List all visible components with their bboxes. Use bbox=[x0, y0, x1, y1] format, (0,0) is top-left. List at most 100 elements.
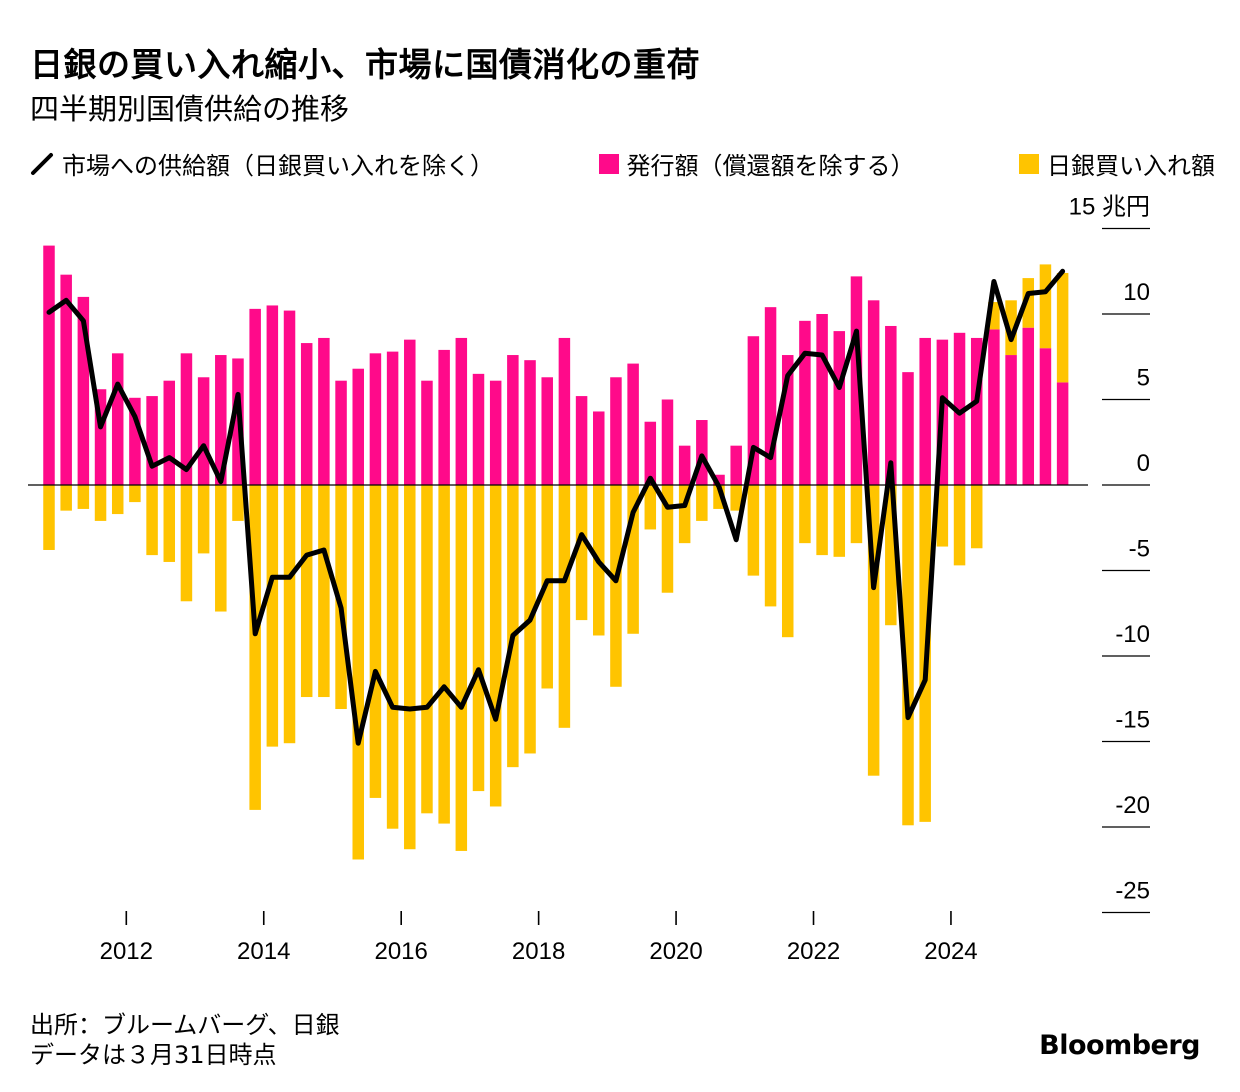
boj-bar bbox=[1056, 272, 1069, 383]
x-tick-label: 2012 bbox=[100, 938, 153, 965]
issuance-bar bbox=[885, 325, 897, 485]
issuance-bar bbox=[472, 373, 485, 485]
boj-bar bbox=[300, 485, 313, 698]
issuance-bar bbox=[111, 353, 124, 485]
y-tick-label: -20 bbox=[1115, 792, 1150, 819]
y-unit-label: 15 兆円 bbox=[1069, 194, 1150, 221]
line-icon bbox=[31, 152, 53, 175]
issuance-bar bbox=[249, 308, 261, 485]
issuance-bar bbox=[335, 380, 347, 485]
boj-bar bbox=[129, 485, 141, 503]
boj-bar bbox=[94, 485, 107, 521]
chart-area: 15 兆円 10 5 0 -5 -10 -15 -20 -25 2012 2014 2016 2018… bbox=[28, 194, 1150, 965]
boj-bar bbox=[60, 485, 72, 511]
boj-bar bbox=[77, 485, 90, 509]
issuance-bar bbox=[1056, 382, 1069, 485]
y-tick-label: 10 bbox=[1123, 279, 1150, 306]
boj-bar bbox=[610, 485, 622, 687]
issuance-bar bbox=[43, 245, 55, 485]
y-tick-label: -10 bbox=[1115, 621, 1150, 648]
issuance-bar bbox=[266, 305, 279, 485]
boj-bar bbox=[575, 485, 588, 621]
issuance-bar bbox=[816, 314, 828, 485]
boj-bar bbox=[678, 485, 691, 544]
boj-bar bbox=[902, 485, 914, 826]
boj-bar bbox=[747, 485, 760, 576]
y-axis: 15 兆円 10 5 0 -5 -10 -15 -20 -25 bbox=[1069, 194, 1150, 914]
issuance-bar bbox=[163, 380, 176, 485]
boj-bar bbox=[730, 485, 742, 511]
issuance-bar bbox=[524, 360, 536, 485]
legend: 市場への供給額（日銀買い入れを除く） 発行額（償還額を除する） 日銀買い入れ額 bbox=[30, 146, 1215, 181]
issuance-bar bbox=[318, 337, 330, 485]
boj-bar bbox=[352, 485, 364, 860]
source-line-1: 出所：ブルームバーグ、日銀 bbox=[30, 1011, 340, 1039]
issuance-bar bbox=[386, 351, 399, 485]
x-tick-label: 2018 bbox=[512, 938, 565, 965]
issuance-bar bbox=[610, 377, 622, 485]
issuance-bar bbox=[593, 411, 605, 485]
issuance-bar bbox=[180, 353, 193, 485]
issuance-bar bbox=[215, 355, 227, 485]
issuance-bar bbox=[627, 363, 639, 485]
issuance-bar bbox=[94, 389, 107, 485]
x-tick-label: 2022 bbox=[787, 938, 840, 965]
issuance-bar bbox=[764, 307, 777, 485]
issuance-bar bbox=[953, 332, 966, 485]
boj-bar bbox=[661, 485, 674, 593]
boj-bar bbox=[1022, 278, 1035, 328]
issuance-bar bbox=[1005, 355, 1017, 485]
boj-bar bbox=[885, 485, 897, 626]
y-tick-label: 5 bbox=[1137, 365, 1150, 392]
issuance-bar bbox=[489, 380, 502, 485]
boj-bar bbox=[421, 485, 433, 814]
issuance-bar bbox=[970, 337, 983, 485]
supply-series-line bbox=[46, 268, 1066, 746]
legend-item-supply: 市場への供給額（日銀買い入れを除く） bbox=[30, 146, 494, 181]
issuance-bar bbox=[283, 310, 296, 485]
issuance-bar bbox=[352, 368, 364, 485]
issuance-bar bbox=[60, 274, 72, 485]
issuance-bar bbox=[404, 339, 416, 485]
boj-bar bbox=[970, 485, 983, 549]
swatch-boj-icon bbox=[1019, 153, 1039, 174]
boj-bar bbox=[936, 485, 949, 547]
issuance-bar bbox=[919, 337, 931, 485]
boj-bar bbox=[713, 485, 725, 509]
issuance-bar bbox=[678, 445, 691, 485]
boj-bar bbox=[404, 485, 416, 850]
boj-bar bbox=[197, 485, 210, 554]
issuance-bar bbox=[438, 349, 450, 485]
boj-bar bbox=[489, 485, 502, 807]
y-tick-label: -25 bbox=[1115, 878, 1150, 905]
y-tick-label: -5 bbox=[1129, 536, 1150, 563]
issuance-bar bbox=[713, 474, 725, 485]
boj-bar bbox=[696, 485, 708, 521]
x-tick-label: 2024 bbox=[924, 938, 977, 965]
legend-item-issuance: 発行額（償還額を除する） bbox=[598, 146, 915, 181]
swatch-issuance-icon bbox=[598, 153, 619, 174]
boj-bar bbox=[43, 485, 55, 550]
boj-bar bbox=[369, 485, 382, 798]
y-tick-label: -15 bbox=[1115, 707, 1150, 734]
boj-bar bbox=[799, 485, 811, 544]
boj-bar bbox=[781, 485, 794, 638]
issuance-bar bbox=[833, 331, 846, 485]
x-axis: 2012 2014 2016 2018 2020 2022 2024 bbox=[100, 911, 978, 965]
issuance-bar bbox=[146, 396, 158, 485]
issuance-bar bbox=[1022, 327, 1035, 485]
legend-label-boj: 日銀買い入れ額 bbox=[1047, 152, 1215, 180]
boj-bar bbox=[386, 485, 399, 829]
boj-bar bbox=[180, 485, 193, 602]
issuance-bar bbox=[902, 372, 914, 485]
boj-bar bbox=[816, 485, 828, 556]
x-tick-label: 2016 bbox=[374, 938, 427, 965]
boj-bar bbox=[833, 485, 846, 557]
boj-bar bbox=[644, 485, 657, 530]
bloomberg-logo: Bloomberg bbox=[1039, 1030, 1200, 1061]
source-line-2: データは３月31日時点 bbox=[30, 1041, 277, 1069]
boj-bar bbox=[455, 485, 468, 851]
boj-bar bbox=[318, 485, 330, 698]
issuance-bar bbox=[730, 445, 742, 485]
boj-bar bbox=[1039, 264, 1052, 349]
